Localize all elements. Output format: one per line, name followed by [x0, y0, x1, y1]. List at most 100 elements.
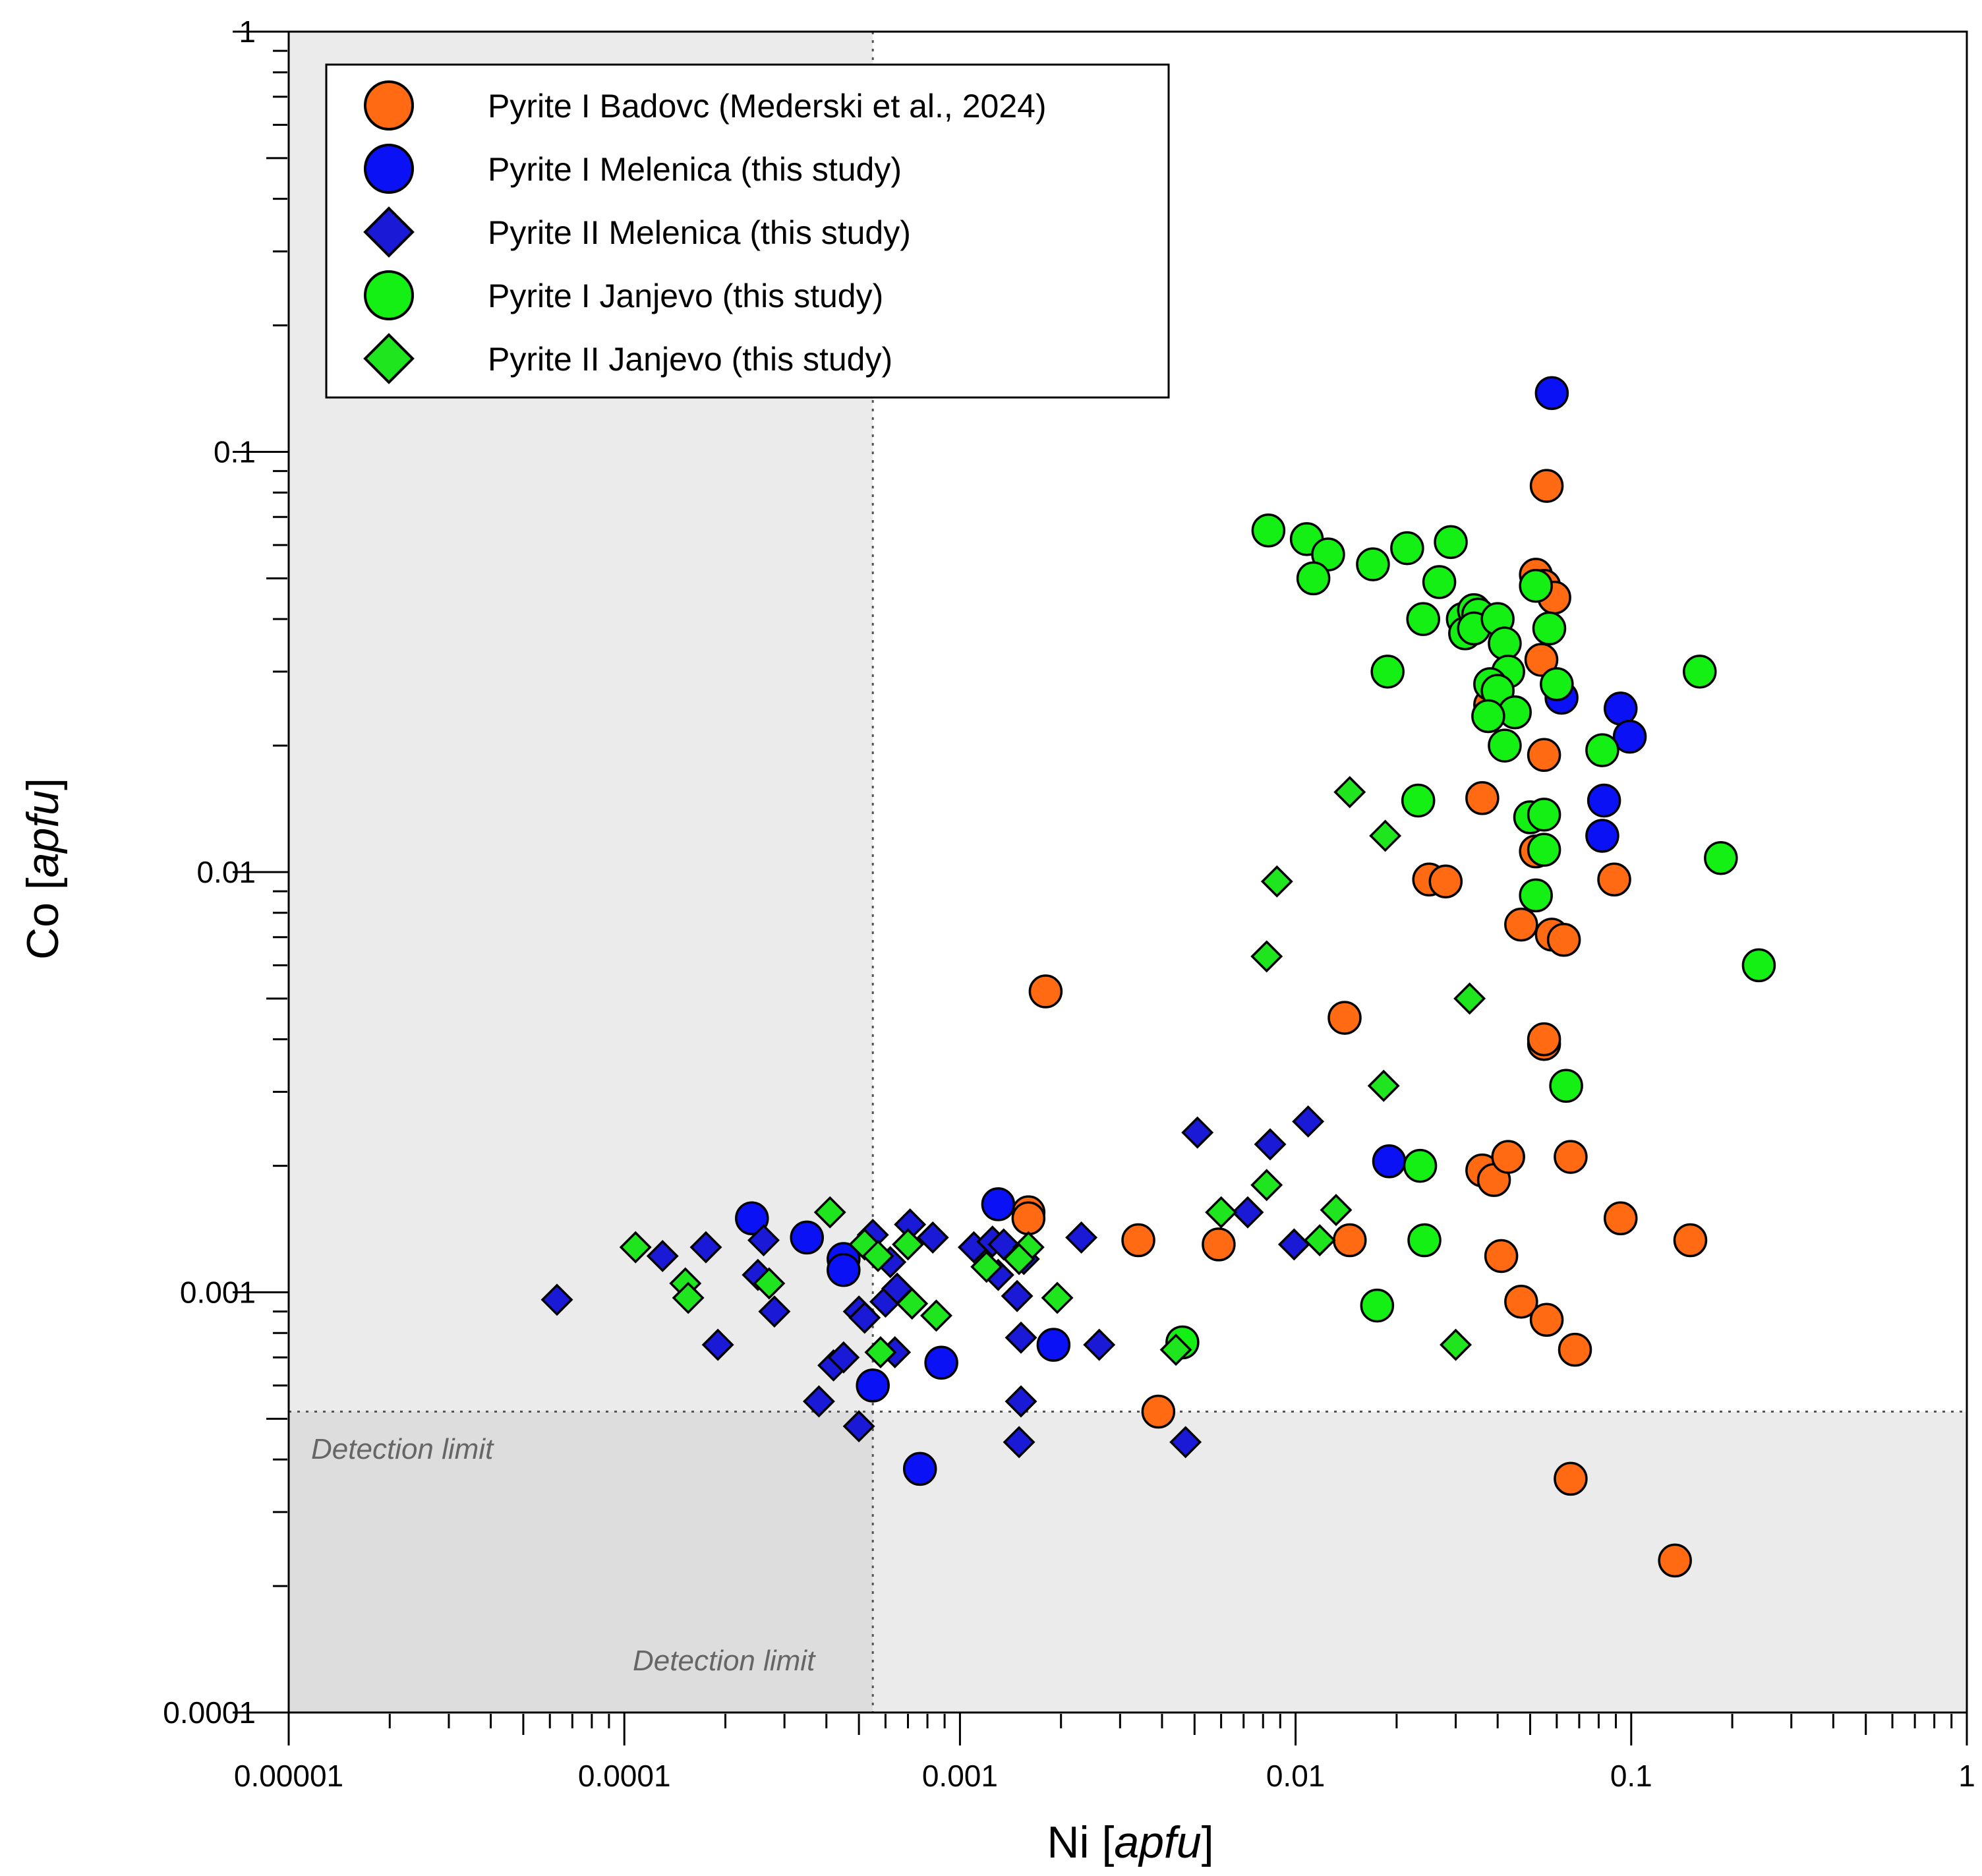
y-axis-title: Co [apfu] [18, 778, 68, 960]
legend-label: Pyrite I Badovc (Mederski et al., 2024) [488, 88, 1047, 125]
diamond-point [1003, 1426, 1035, 1459]
diamond-point [1005, 1385, 1037, 1418]
diamond-point [1303, 1224, 1336, 1257]
diamond-point [1250, 1169, 1283, 1202]
diamond-point [861, 1239, 894, 1272]
circle-point [1546, 922, 1581, 957]
circle-point [1534, 376, 1569, 411]
circle-point [1554, 1461, 1588, 1496]
circle-point [1504, 907, 1538, 942]
circle-point [1658, 1543, 1692, 1578]
data-points [540, 376, 1776, 1578]
circle-point [1488, 728, 1522, 763]
circle-point [1390, 531, 1424, 566]
diamond-point [813, 1196, 846, 1229]
y-tick-label: 0.1 [214, 435, 256, 469]
circle-point [981, 1187, 1016, 1221]
y-tick-label: 0.01 [196, 855, 256, 889]
diamond-point [1181, 1116, 1214, 1149]
circle-point [1403, 1148, 1438, 1183]
circle-point [1532, 611, 1567, 646]
circle-point [1491, 1140, 1525, 1174]
x-tick-label: 0.0001 [578, 1759, 671, 1793]
x-axis-title-main: Ni [ [1047, 1817, 1114, 1867]
circle-point [1554, 1140, 1588, 1174]
diamond-point [842, 1410, 875, 1443]
y-axis-title-main: Co [ [18, 877, 68, 960]
circle-point [1296, 561, 1331, 596]
diamond-point [1333, 776, 1366, 809]
x-axis-title-end: ] [1202, 1817, 1214, 1867]
diamond-point [919, 1299, 952, 1332]
circle-point [1529, 1303, 1564, 1337]
circle-point [1519, 568, 1553, 603]
circle-point [1372, 1144, 1407, 1179]
circle-point [735, 1201, 769, 1235]
circle-point [1356, 547, 1390, 581]
legend-label: Pyrite I Janjevo (this study) [488, 278, 883, 314]
circle-point [902, 1451, 937, 1486]
circle-point [1327, 1001, 1362, 1035]
diamond-point [916, 1221, 949, 1254]
diamond-point [802, 1385, 835, 1418]
legend-marker-diamond [363, 333, 415, 384]
legend-label: Pyrite I Melenica (this study) [488, 151, 902, 188]
series-pyrite-ii-janjevo-this-study [619, 776, 1486, 1368]
diamond-point [1440, 1328, 1472, 1361]
circle-point [1549, 1069, 1583, 1103]
legend-label: Pyrite II Melenica (this study) [488, 214, 911, 251]
circle-point [1527, 798, 1561, 832]
circle-point [1484, 1239, 1519, 1274]
diamond-point [1041, 1281, 1074, 1314]
circle-point [1585, 733, 1619, 767]
circle-point [1504, 1284, 1538, 1319]
legend: Pyrite I Badovc (Mederski et al., 2024) P… [325, 63, 1170, 399]
circle-point [1121, 1223, 1155, 1258]
diamond-point [1001, 1279, 1034, 1312]
diamond-point [758, 1295, 791, 1328]
x-tick-label: 0.00001 [234, 1759, 343, 1793]
diamond-point [1159, 1334, 1192, 1366]
circle-point [790, 1220, 824, 1255]
y-axis-title-unit: apfu [18, 790, 68, 877]
circle-point [1682, 655, 1717, 689]
diamond-point [701, 1328, 734, 1361]
diamond-point [896, 1287, 929, 1320]
circle-point [1407, 1223, 1442, 1258]
circle-point [1141, 1394, 1176, 1429]
diamond-point [1254, 1128, 1287, 1161]
diamond-point [646, 1239, 679, 1272]
diamond-point [1320, 1194, 1353, 1227]
y-tick-label: 1 [239, 15, 256, 49]
circle-point [1401, 783, 1436, 818]
circle-point [1360, 1288, 1395, 1323]
circle-point [1527, 1022, 1561, 1057]
x-axis-ticks: 0.00001 0.0001 0.001 0.01 0.1 1 [234, 1713, 1975, 1793]
x-tick-label: 1 [1958, 1759, 1975, 1793]
diamond-point [1277, 1228, 1310, 1261]
circle-point [1011, 1201, 1046, 1235]
diamond-point [864, 1335, 897, 1368]
circle-point [1704, 840, 1738, 875]
diamond-point [1250, 940, 1283, 973]
circle-point [1604, 1201, 1638, 1235]
diamond-point [753, 1267, 786, 1300]
circle-point [1036, 1328, 1071, 1362]
circle-point [1434, 525, 1468, 560]
legend-label: Pyrite II Janjevo (this study) [488, 341, 892, 378]
circle-point [1202, 1227, 1236, 1262]
diamond-point [1260, 865, 1293, 898]
diamond-point [1367, 1069, 1400, 1102]
diamond-point [619, 1231, 652, 1264]
legend-marker-diamond [363, 206, 415, 258]
diamond-point [1453, 982, 1486, 1015]
y-tick-label: 0.001 [180, 1275, 256, 1310]
diamond-point [672, 1281, 705, 1314]
circle-point [1519, 878, 1553, 913]
circle-point [827, 1252, 861, 1287]
circle-point [856, 1368, 890, 1403]
circle-point [924, 1345, 958, 1380]
diamond-point [1083, 1328, 1116, 1361]
circle-point [1028, 974, 1063, 1009]
